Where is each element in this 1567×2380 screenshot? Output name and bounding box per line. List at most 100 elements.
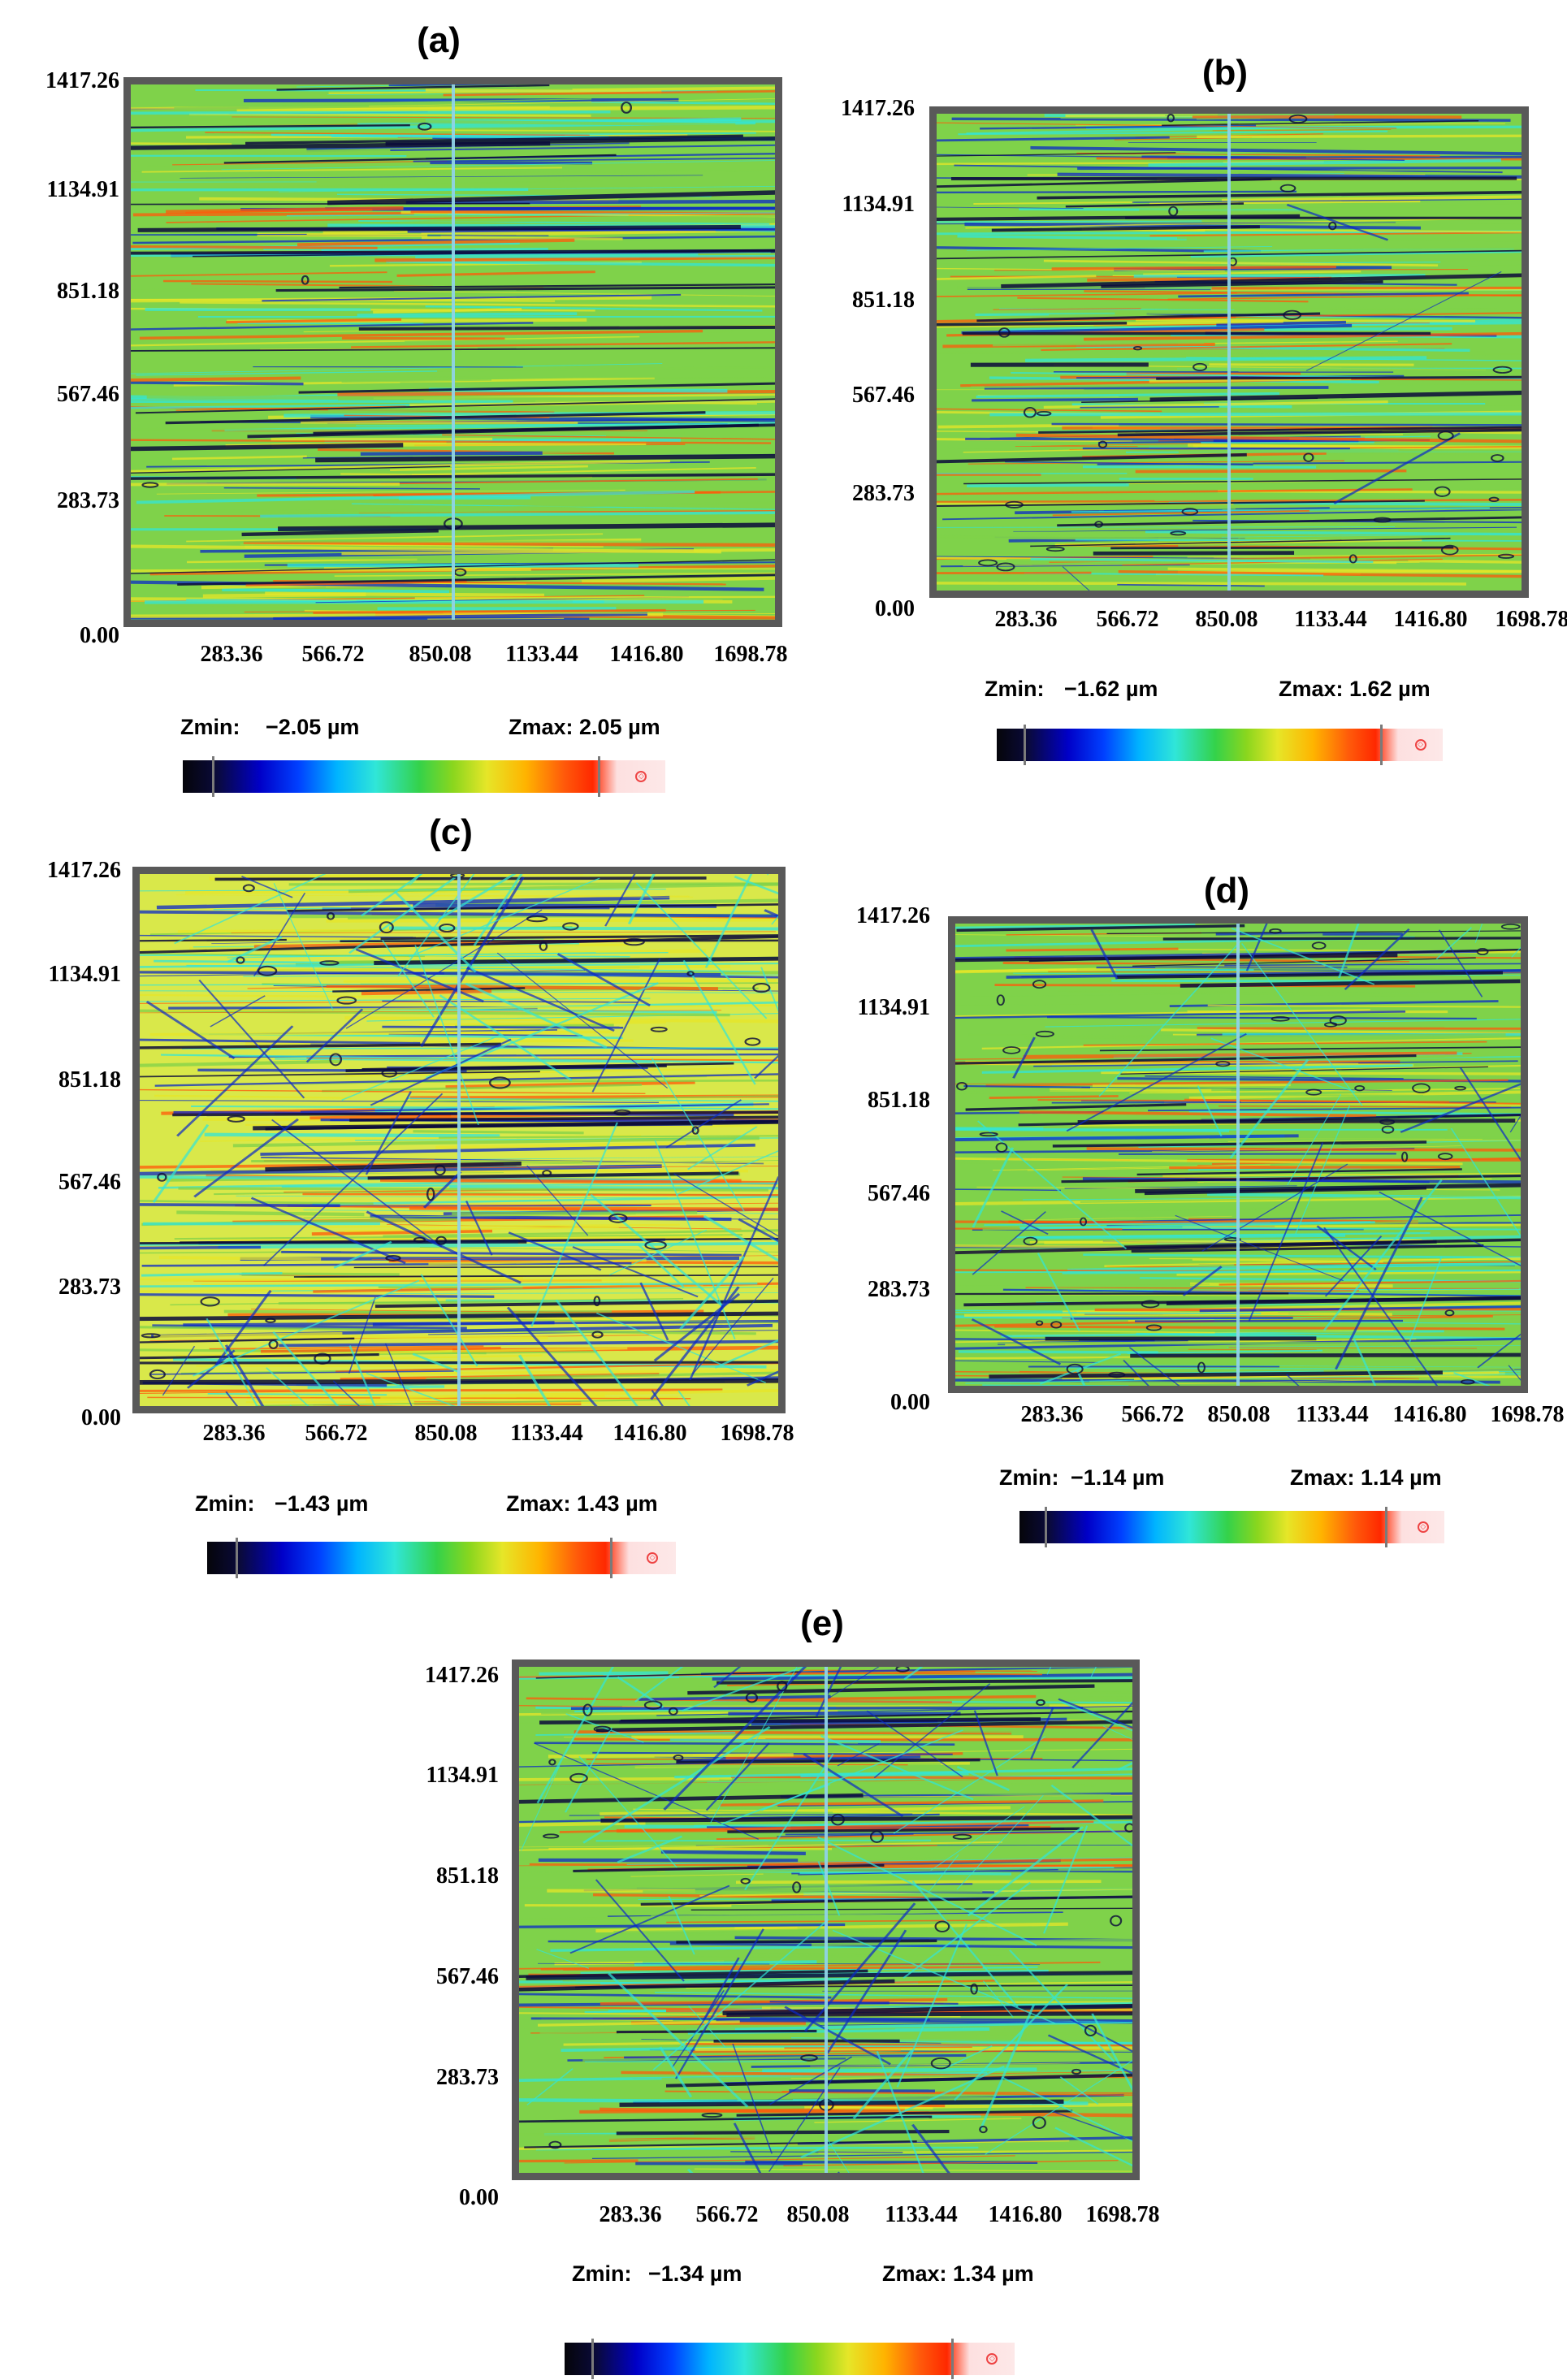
- zmax-label: Zmax: 1.14 µm: [1290, 1465, 1442, 1490]
- zmax-marker: [1384, 1507, 1387, 1547]
- profile-scan-line: [824, 1667, 828, 2173]
- height-colorbar: ◇: [207, 1538, 676, 1578]
- x-tick-label: 850.08: [1207, 1402, 1270, 1427]
- origin-label: 0.00: [890, 1390, 930, 1415]
- y-tick-label: 567.46: [57, 382, 119, 407]
- x-tick-label: 1416.80: [1393, 607, 1468, 632]
- x-tick-label: 1698.78: [713, 642, 788, 667]
- zmin-marker: [591, 2339, 595, 2379]
- y-tick-label: 1417.26: [45, 68, 119, 93]
- zmin-key: Zmin:: [985, 677, 1045, 701]
- x-tick-label: 1133.44: [510, 1421, 583, 1446]
- panel-label: (e): [800, 1603, 844, 1643]
- zmin-key: Zmin:: [999, 1465, 1059, 1490]
- x-tick-label: 283.36: [1020, 1402, 1084, 1427]
- profile-scan-line: [1227, 114, 1231, 591]
- x-tick-label: 566.72: [695, 2202, 759, 2227]
- zmax-marker: [597, 756, 600, 797]
- x-tick-label: 850.08: [414, 1421, 478, 1446]
- x-tick-label: 566.72: [301, 642, 365, 667]
- y-tick-label: 1134.91: [426, 1763, 499, 1788]
- surface-height-map: [132, 867, 786, 1413]
- x-tick-label: 1416.80: [1392, 1402, 1467, 1427]
- x-tick-label: 1133.44: [885, 2202, 958, 2227]
- height-colorbar: ◇: [1019, 1507, 1444, 1547]
- y-tick-label: 1134.91: [46, 177, 119, 202]
- colorbar-end-icon: ◇: [986, 2353, 998, 2365]
- y-tick-label: 1417.26: [47, 858, 121, 883]
- x-tick-label: 283.36: [200, 642, 263, 667]
- x-tick-label: 1698.78: [1495, 607, 1567, 632]
- zmax-marker: [951, 2339, 954, 2379]
- zmin-key: Zmin:: [195, 1491, 255, 1516]
- profile-scan-line: [457, 874, 461, 1406]
- x-tick-label: 1698.78: [1085, 2202, 1160, 2227]
- zmin-value: −2.05 µm: [266, 715, 360, 739]
- zmax-marker: [1380, 725, 1383, 765]
- x-tick-label: 1133.44: [1296, 1402, 1369, 1427]
- x-tick-label: 566.72: [1121, 1402, 1184, 1427]
- zmax-label: Zmax: 1.62 µm: [1279, 677, 1431, 701]
- origin-label: 0.00: [81, 1405, 121, 1430]
- x-tick-label: 1416.80: [613, 1421, 687, 1446]
- y-tick-label: 567.46: [868, 1181, 930, 1206]
- y-tick-label: 851.18: [57, 279, 119, 304]
- panel-label: (a): [417, 20, 461, 60]
- x-tick-label: 283.36: [994, 607, 1058, 632]
- height-colorbar: ◇: [997, 725, 1443, 765]
- x-tick-label: 850.08: [1195, 607, 1258, 632]
- y-tick-label: 1417.26: [856, 903, 930, 928]
- colorbar-end-icon: ◇: [635, 771, 647, 782]
- surface-height-map: [123, 77, 782, 627]
- panel-label: (d): [1203, 871, 1250, 911]
- zmin-marker: [1045, 1507, 1048, 1547]
- zmin-key: Zmin:: [180, 715, 240, 739]
- x-tick-label: 1416.80: [988, 2202, 1063, 2227]
- y-tick-label: 1134.91: [48, 962, 121, 987]
- zmin-value: −1.14 µm: [1071, 1465, 1165, 1490]
- zmin-marker: [1023, 725, 1026, 765]
- zmax-label: Zmax: 2.05 µm: [509, 715, 660, 739]
- x-tick-label: 566.72: [305, 1421, 368, 1446]
- y-tick-label: 283.73: [58, 1274, 121, 1300]
- zmin-value: −1.34 µm: [648, 2261, 742, 2286]
- y-tick-label: 283.73: [868, 1277, 930, 1302]
- surface-height-map: [948, 916, 1528, 1393]
- surface-height-map: [929, 106, 1529, 598]
- profile-scan-line: [451, 84, 455, 620]
- colorbar-end-icon: ◇: [1417, 1521, 1429, 1533]
- y-tick-label: 567.46: [436, 1964, 499, 1989]
- x-tick-label: 1416.80: [609, 642, 684, 667]
- zmin-value: −1.62 µm: [1064, 677, 1158, 701]
- zmin-key: Zmin:: [572, 2261, 632, 2286]
- y-tick-label: 851.18: [58, 1067, 121, 1093]
- zmin-value: −1.43 µm: [275, 1491, 369, 1516]
- x-tick-label: 1698.78: [720, 1421, 794, 1446]
- surface-texture: [131, 84, 775, 620]
- y-tick-label: 851.18: [868, 1088, 930, 1113]
- y-tick-label: 851.18: [852, 288, 915, 313]
- panel-label: (b): [1201, 53, 1249, 93]
- origin-label: 0.00: [459, 2185, 499, 2210]
- height-colorbar: ◇: [183, 756, 665, 797]
- zmin-marker: [211, 756, 214, 797]
- y-tick-label: 1134.91: [842, 192, 915, 217]
- y-tick-label: 567.46: [58, 1170, 121, 1195]
- x-tick-label: 283.36: [202, 1421, 266, 1446]
- origin-label: 0.00: [875, 596, 915, 621]
- x-tick-label: 850.08: [786, 2202, 850, 2227]
- zmax-label: Zmax: 1.34 µm: [882, 2261, 1034, 2286]
- profile-scan-line: [1236, 924, 1240, 1386]
- y-tick-label: 283.73: [436, 2065, 499, 2090]
- x-tick-label: 1133.44: [1294, 607, 1367, 632]
- zmax-label: Zmax: 1.43 µm: [506, 1491, 658, 1516]
- x-tick-label: 566.72: [1096, 607, 1159, 632]
- y-tick-label: 283.73: [57, 488, 119, 513]
- y-tick-label: 1417.26: [425, 1663, 499, 1688]
- y-tick-label: 567.46: [852, 383, 915, 408]
- zmin-marker: [235, 1538, 238, 1578]
- x-tick-label: 850.08: [409, 642, 472, 667]
- origin-label: 0.00: [80, 623, 119, 648]
- y-tick-label: 851.18: [436, 1863, 499, 1889]
- colorbar-end-icon: ◇: [647, 1552, 659, 1564]
